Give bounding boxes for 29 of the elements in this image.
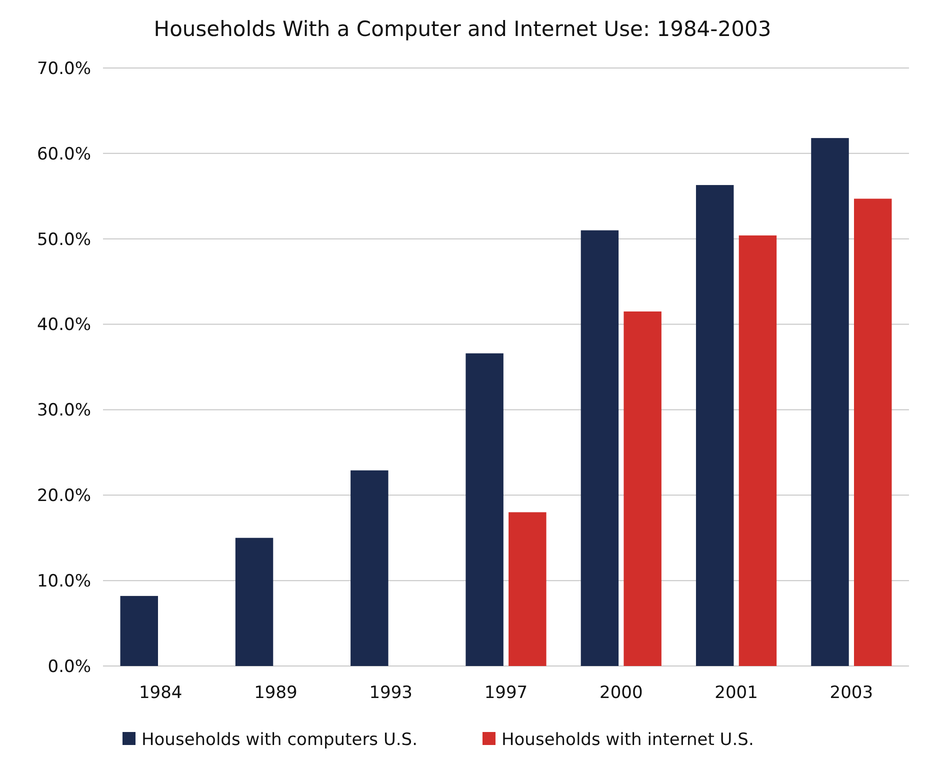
bar (854, 198, 892, 666)
y-tick-label: 50.0% (36, 230, 91, 250)
y-tick-label: 20.0% (36, 486, 91, 506)
x-tick-label: 1997 (484, 683, 528, 703)
x-tick-label: 1984 (138, 683, 182, 703)
y-tick-label: 30.0% (36, 400, 91, 421)
x-tick-label: 2000 (600, 683, 643, 703)
bar (466, 353, 504, 666)
bar (235, 538, 274, 666)
bar (508, 512, 546, 666)
bar (696, 185, 734, 666)
legend-label: Households with internet U.S. (502, 730, 754, 750)
x-tick-label: 2003 (830, 683, 874, 703)
bar (350, 470, 388, 666)
y-tick-label: 0.0% (48, 656, 91, 677)
bar (120, 596, 158, 666)
x-tick-label: 2001 (714, 683, 758, 703)
y-tick-label: 60.0% (36, 144, 91, 164)
y-tick-label: 40.0% (36, 315, 91, 336)
y-tick-label: 70.0% (36, 58, 91, 79)
bar (624, 311, 662, 666)
legend-label: Households with computers U.S. (142, 730, 418, 750)
x-tick-label: 1993 (369, 683, 412, 703)
bar (811, 138, 849, 666)
bar (738, 235, 777, 666)
chart-title: Households With a Computer and Internet Use: 1984-2003 (154, 17, 772, 41)
bar (580, 230, 619, 666)
x-tick-label: 1989 (254, 683, 298, 703)
y-tick-label: 10.0% (36, 572, 91, 592)
